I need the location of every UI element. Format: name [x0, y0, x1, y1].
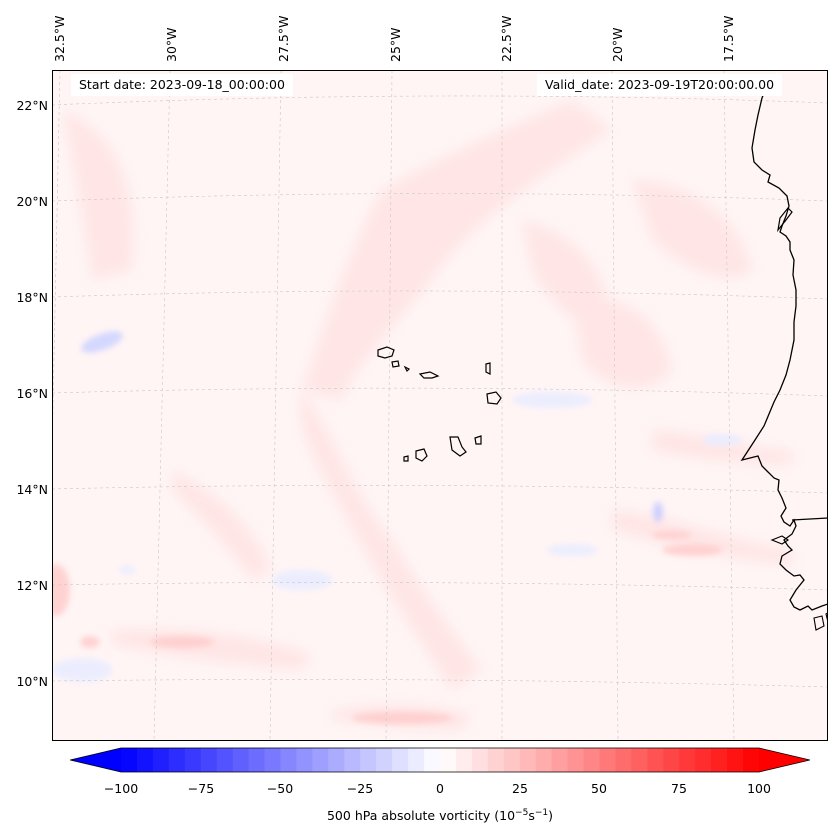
colorbar-cell	[232, 748, 250, 772]
positive-vorticity-areas	[62, 100, 792, 730]
colorbar-cell	[408, 748, 425, 772]
start-date-label: Start date: 2023-09-18_00:00:00	[71, 74, 293, 96]
colorbar-cell	[647, 748, 664, 772]
colorbar-tick: −75	[187, 781, 215, 796]
colorbar-cell	[344, 748, 361, 772]
lat-label: 14°N	[16, 482, 48, 497]
colorbar-cell	[583, 748, 600, 772]
lat-label: 10°N	[16, 674, 48, 689]
colorbar-cell	[121, 748, 138, 772]
negative-vorticity-areas	[52, 331, 742, 682]
lat-label: 20°N	[16, 194, 48, 209]
colorbar-cell	[599, 748, 616, 772]
lon-label: 17.5°W	[721, 15, 736, 62]
colorbar-cell	[663, 748, 680, 772]
island-sao-vicente	[391, 360, 400, 368]
island-santo-antao	[377, 346, 395, 359]
valid-date-label: Valid_date: 2023-09-19T20:00:00.00	[537, 74, 783, 96]
lat-label: 12°N	[16, 578, 48, 593]
colorbar-cell	[727, 748, 744, 772]
island-fogo	[415, 448, 428, 462]
cape-verde-islands	[377, 346, 502, 462]
colorbar-cell	[551, 748, 569, 772]
colorbar-label: 500 hPa absolute vorticity (10−5s−1)	[0, 808, 837, 823]
lon-label: 25°W	[388, 27, 403, 62]
island-sao-nicolau	[418, 371, 440, 379]
colorbar-tick: 100	[747, 781, 771, 796]
colorbar-cell	[440, 748, 457, 772]
colorbar-outline	[70, 747, 810, 773]
colorbar-cell	[200, 748, 218, 772]
colorbar-label-main: 500 hPa absolute vorticity (10	[326, 808, 516, 824]
colorbar-label-exp1: −5	[515, 808, 529, 818]
colorbar-cell	[152, 748, 170, 772]
colorbar-cell	[360, 748, 377, 772]
vorticity-map	[52, 70, 828, 741]
island-sal	[485, 362, 491, 375]
colorbar-cell	[392, 748, 409, 772]
lon-label: 27.5°W	[276, 15, 291, 62]
island-boa-vista	[486, 391, 502, 405]
map-frame	[52, 70, 828, 741]
colorbar-cell	[503, 748, 521, 772]
colorbar-cell	[136, 748, 154, 772]
colorbar-cell	[615, 748, 632, 772]
colorbar-cell	[280, 748, 297, 772]
lat-label: 18°N	[16, 290, 48, 305]
colorbar-label-mid: s	[528, 808, 535, 824]
colorbar-extend-max	[759, 748, 810, 772]
coast-detail-2	[770, 535, 790, 545]
coast-detail-3	[791, 517, 828, 521]
lon-label: 20°W	[610, 27, 625, 62]
colorbar-tick: 0	[436, 781, 444, 796]
colorbar-cell	[216, 748, 234, 772]
colorbar	[70, 747, 810, 773]
island-maio	[474, 435, 482, 445]
colorbar-cell	[519, 748, 537, 772]
lon-label: 32.5°W	[52, 15, 67, 62]
colorbar-cell	[312, 748, 329, 772]
lon-label: 30°W	[164, 27, 179, 62]
island-brava	[403, 455, 409, 462]
colorbar-tick: −25	[346, 781, 374, 796]
coast-detail-1	[777, 207, 793, 233]
colorbar-tick: −50	[266, 781, 294, 796]
colorbar-cell	[471, 748, 489, 772]
lat-label: 22°N	[16, 98, 48, 113]
colorbar-cell	[695, 748, 712, 772]
positive-vorticity-cores	[52, 531, 722, 724]
colorbar-cell	[535, 748, 553, 772]
colorbar-cell	[679, 748, 696, 772]
colorbar-cell	[487, 748, 505, 772]
island-santa-luzia	[403, 365, 411, 373]
colorbar-label-end: )	[548, 808, 553, 824]
colorbar-tick: 75	[671, 781, 687, 796]
colorbar-cell	[328, 748, 345, 772]
colorbar-cell	[168, 748, 186, 772]
colorbar-cell	[376, 748, 393, 772]
island-santiago	[449, 436, 467, 457]
colorbar-cell	[264, 748, 281, 772]
colorbar-label-exp2: −1	[534, 808, 549, 818]
colorbar-cell	[184, 748, 202, 772]
colorbar-extend-min	[70, 748, 121, 772]
colorbar-cell	[743, 748, 760, 772]
colorbar-cells	[70, 748, 810, 772]
colorbar-cell	[711, 748, 728, 772]
colorbar-cell	[455, 748, 473, 772]
colorbar-tick: 50	[591, 781, 607, 796]
colorbar-cell	[631, 748, 648, 772]
lat-label: 16°N	[16, 386, 48, 401]
colorbar-cell	[567, 748, 585, 772]
colorbar-cell	[296, 748, 313, 772]
colorbar-tick: 25	[512, 781, 528, 796]
lon-label: 22.5°W	[499, 15, 514, 62]
colorbar-cell	[424, 748, 441, 772]
african-coastline	[740, 79, 828, 611]
colorbar-tick: −100	[103, 781, 139, 796]
graticule	[52, 70, 828, 741]
colorbar-cell	[248, 748, 266, 772]
